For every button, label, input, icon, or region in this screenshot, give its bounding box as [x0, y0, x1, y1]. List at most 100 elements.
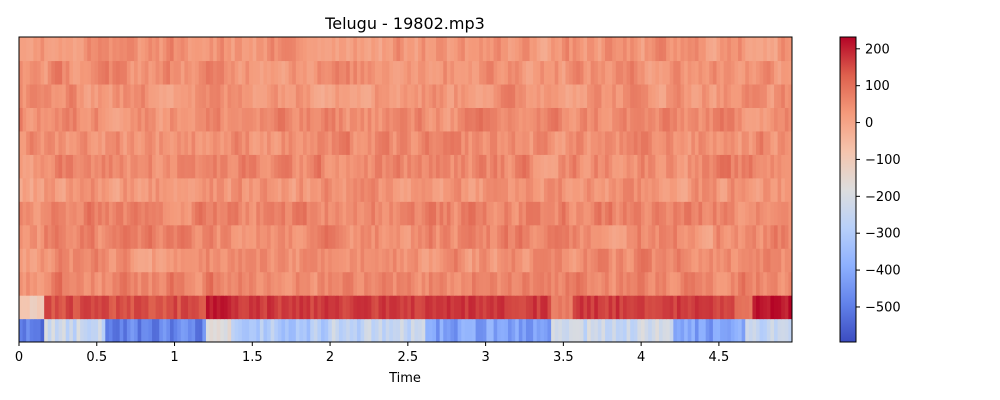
heatmap-cell — [321, 177, 326, 202]
heatmap-cell — [454, 271, 459, 296]
heatmap-cell — [36, 37, 42, 62]
heatmap-cell — [371, 130, 376, 155]
heatmap-cell — [788, 154, 792, 179]
heatmap-cell — [651, 224, 656, 249]
heatmap-cell — [47, 201, 52, 226]
heatmap-cell — [623, 201, 628, 226]
heatmap-cell — [421, 248, 426, 273]
heatmap-cell — [249, 318, 254, 342]
heatmap-cell — [166, 248, 171, 273]
heatmap-cell — [205, 224, 211, 249]
heatmap-cell — [666, 271, 671, 296]
heatmap-cell — [759, 83, 764, 108]
heatmap-cell — [439, 318, 444, 342]
heatmap-cell — [738, 224, 743, 249]
heatmap-cell — [554, 130, 559, 155]
heatmap-cell — [51, 271, 56, 296]
heatmap-cell — [687, 224, 692, 249]
heatmap-cell — [428, 60, 434, 85]
heatmap-cell — [511, 154, 516, 179]
heatmap-cell — [655, 107, 660, 132]
heatmap-cell — [450, 60, 455, 85]
heatmap-cell — [303, 60, 308, 85]
heatmap-cell — [615, 83, 621, 108]
heatmap-cell — [367, 224, 372, 249]
heatmap-cell — [83, 271, 88, 296]
heatmap-cell — [274, 318, 279, 342]
heatmap-cell — [295, 37, 301, 62]
heatmap-cell — [227, 107, 232, 132]
heatmap-cell — [51, 201, 56, 226]
heatmap-cell — [403, 248, 408, 273]
heatmap-cell — [551, 201, 556, 226]
heatmap-cell — [353, 201, 358, 226]
heatmap-cell — [238, 201, 243, 226]
heatmap-cell — [303, 154, 308, 179]
heatmap-cell — [756, 154, 761, 179]
heatmap-cell — [256, 248, 261, 273]
heatmap-cell — [152, 177, 157, 202]
heatmap-cell — [356, 248, 362, 273]
heatmap-cell — [666, 248, 671, 273]
heatmap-cell — [137, 201, 142, 226]
heatmap-cell — [630, 295, 635, 320]
heatmap-cell — [144, 271, 150, 296]
heatmap-cell — [540, 224, 545, 249]
heatmap-cell — [774, 154, 779, 179]
heatmap-cell — [324, 83, 329, 108]
heatmap-cell — [576, 107, 581, 132]
heatmap-cell — [748, 130, 754, 155]
heatmap-cell — [407, 177, 412, 202]
heatmap-cell — [40, 130, 45, 155]
heatmap-cell — [705, 224, 710, 249]
heatmap-cell — [576, 295, 581, 320]
heatmap-cell — [436, 295, 441, 320]
heatmap-cell — [321, 201, 326, 226]
heatmap-cell — [36, 295, 42, 320]
heatmap-cell — [543, 318, 549, 342]
heatmap-cell — [709, 83, 714, 108]
heatmap-cell — [716, 37, 721, 62]
heatmap-cell — [62, 224, 67, 249]
heatmap-cell — [202, 154, 207, 179]
heatmap-cell — [162, 295, 168, 320]
heatmap-cell — [72, 154, 78, 179]
heatmap-cell — [216, 224, 221, 249]
heatmap-cell — [554, 177, 559, 202]
heatmap-cell — [432, 201, 437, 226]
heatmap-cell — [497, 295, 502, 320]
heatmap-cell — [741, 201, 746, 226]
heatmap-cell — [698, 318, 703, 342]
heatmap-cell — [328, 224, 333, 249]
heatmap-cell — [245, 130, 250, 155]
heatmap-cell — [583, 248, 588, 273]
heatmap-cell — [256, 107, 261, 132]
heatmap-cell — [385, 318, 390, 342]
heatmap-cell — [180, 130, 185, 155]
heatmap-cell — [231, 248, 236, 273]
heatmap-cell — [619, 130, 624, 155]
heatmap-cell — [98, 154, 103, 179]
heatmap-cell — [227, 201, 232, 226]
heatmap-cell — [220, 177, 225, 202]
heatmap-cell — [19, 130, 24, 155]
heatmap-cell — [29, 37, 34, 62]
heatmap-cell — [694, 224, 700, 249]
heatmap-cell — [734, 318, 739, 342]
heatmap-cell — [734, 271, 739, 296]
heatmap-cell — [439, 201, 444, 226]
heatmap-cell — [486, 248, 491, 273]
heatmap-cell — [191, 248, 196, 273]
heatmap-cell — [209, 177, 214, 202]
heatmap-cell — [119, 83, 124, 108]
heatmap-cell — [720, 83, 725, 108]
heatmap-cell — [619, 201, 624, 226]
heatmap-cell — [54, 154, 60, 179]
heatmap-cell — [770, 107, 775, 132]
heatmap-cell — [80, 130, 85, 155]
heatmap-cell — [123, 248, 128, 273]
heatmap-cell — [766, 177, 772, 202]
heatmap-cell — [486, 224, 491, 249]
heatmap-cell — [328, 60, 333, 85]
heatmap-cell — [184, 271, 189, 296]
